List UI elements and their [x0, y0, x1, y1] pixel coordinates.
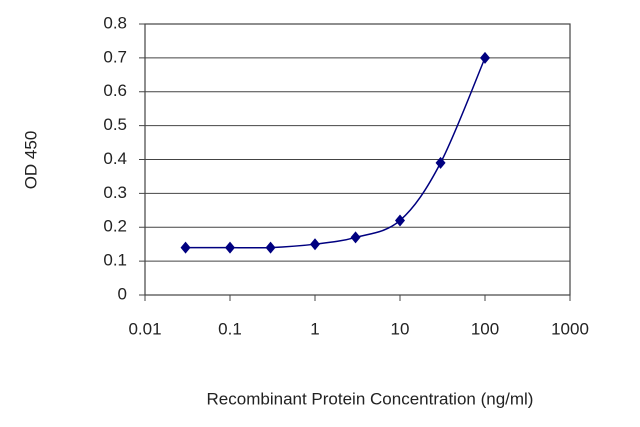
- x-tick-label: 100: [471, 319, 499, 338]
- x-tick-label: 1: [310, 319, 319, 338]
- y-tick-label: 0.4: [103, 149, 127, 168]
- data-point: [480, 51, 490, 64]
- y-tick-label: 0.8: [103, 13, 127, 32]
- x-tick-label: 0.01: [128, 319, 161, 338]
- y-tick-label: 0.2: [103, 217, 127, 236]
- y-tick-label: 0.6: [103, 81, 127, 100]
- data-point: [435, 156, 446, 169]
- x-tick-label: 10: [391, 319, 410, 338]
- data-point: [350, 231, 361, 244]
- y-tick-label: 0: [118, 284, 127, 303]
- data-point: [310, 238, 320, 251]
- y-tick-label: 0.1: [103, 251, 127, 270]
- y-tick-label: 0.5: [103, 115, 127, 134]
- data-point: [225, 241, 235, 254]
- x-tick-label: 1000: [551, 319, 589, 338]
- x-axis-label: Recombinant Protein Concentration (ng/ml…: [207, 389, 534, 408]
- data-point: [265, 241, 276, 254]
- y-axis-label: OD 450: [21, 131, 40, 190]
- y-tick-label: 0.7: [103, 47, 127, 66]
- y-tick-label: 0.3: [103, 183, 127, 202]
- data-point: [395, 214, 405, 227]
- data-point: [180, 241, 191, 254]
- x-tick-label: 0.1: [218, 319, 242, 338]
